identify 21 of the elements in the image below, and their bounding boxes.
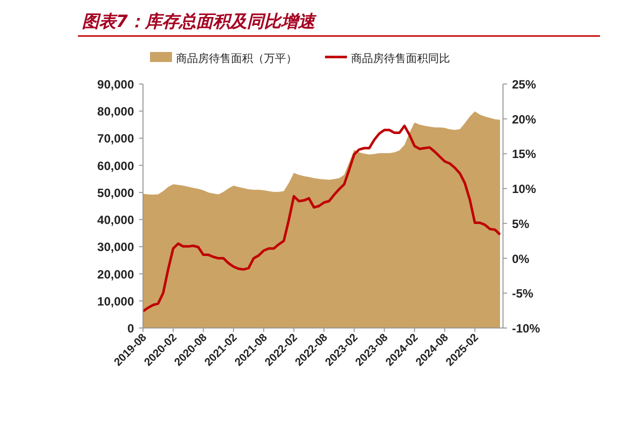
y-tick-label: 90,000 <box>97 78 134 92</box>
y2-tick-label: 0% <box>512 252 530 266</box>
y2-tick-label: 20% <box>512 112 536 126</box>
y2-tick-label: 25% <box>512 78 536 92</box>
y2-tick-label: 10% <box>512 182 536 196</box>
y-tick-label: 50,000 <box>97 186 134 200</box>
y2-tick-label: -5% <box>512 286 534 301</box>
y-tick-label: 30,000 <box>97 240 134 254</box>
y-tick-label: 70,000 <box>97 132 134 146</box>
y-tick-label: 0 <box>127 322 134 336</box>
y-tick-label: 80,000 <box>97 104 134 119</box>
legend-label: 商品房待售面积（万平） <box>176 52 297 65</box>
y-tick-label: 40,000 <box>97 213 134 228</box>
y2-tick-label: 5% <box>512 216 530 231</box>
y2-tick-label: -10% <box>512 322 540 336</box>
y2-tick-label: 15% <box>512 147 536 162</box>
y-tick-label: 60,000 <box>97 158 134 173</box>
legend-label: 商品房待售面积同比 <box>351 52 450 65</box>
y-tick-label: 10,000 <box>97 294 134 308</box>
y-tick-label: 20,000 <box>97 267 134 282</box>
title: 图表7：库存总面积及同比增速 <box>82 12 315 32</box>
